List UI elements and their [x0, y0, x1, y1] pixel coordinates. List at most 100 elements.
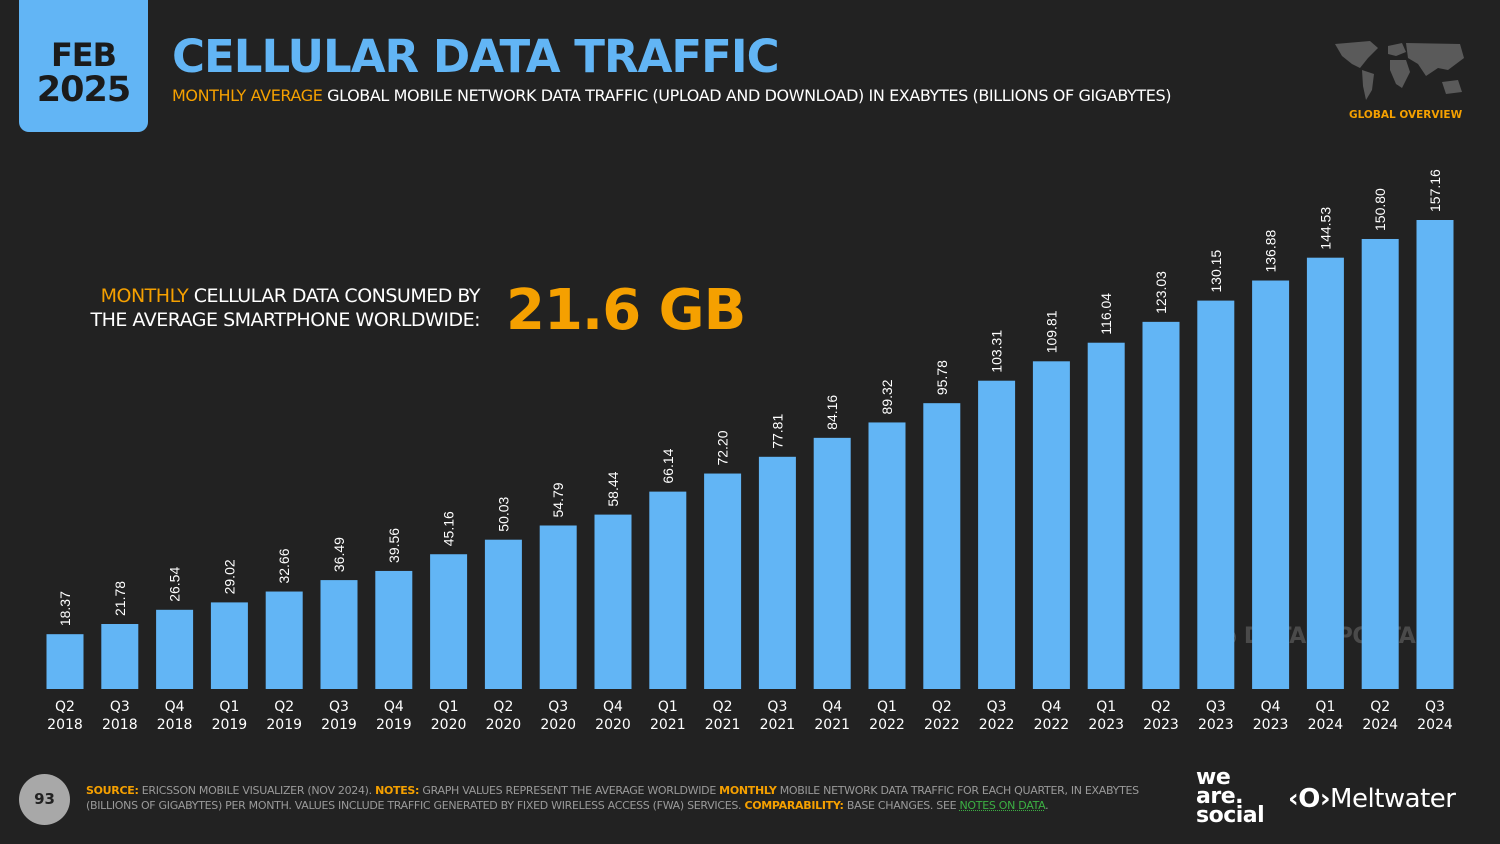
bar	[46, 634, 84, 689]
bar	[1197, 300, 1235, 689]
x-tick-quarter: Q3	[987, 699, 1007, 715]
bar	[156, 609, 194, 689]
x-tick-quarter: Q4	[1261, 699, 1281, 715]
x-tick-year: 2020	[486, 717, 522, 733]
x-tick-year: 2020	[595, 717, 631, 733]
x-tick-year: 2020	[431, 717, 467, 733]
x-tick-quarter: Q1	[1096, 699, 1116, 715]
x-tick-quarter: Q4	[1041, 699, 1061, 715]
data-label: 123.03	[1153, 271, 1169, 314]
x-tick-year: 2019	[321, 717, 357, 733]
x-tick-year: 2022	[924, 717, 960, 733]
bar	[594, 514, 632, 689]
notes-text-1: GRAPH VALUES REPRESENT THE AVERAGE WORLD…	[419, 784, 720, 797]
data-label: 29.02	[221, 559, 237, 594]
data-label: 77.81	[769, 414, 785, 449]
logo-social: social	[1196, 803, 1265, 828]
comparability-label: COMPARABILITY:	[744, 799, 844, 812]
x-tick-year: 2019	[212, 717, 248, 733]
source-label: SOURCE:	[86, 784, 139, 797]
bar	[210, 602, 248, 689]
callout-line2: THE AVERAGE SMARTPHONE WORLDWIDE:	[90, 309, 480, 331]
x-tick-year: 2020	[540, 717, 576, 733]
logo-are: are.	[1196, 784, 1243, 809]
x-tick-year: 2021	[705, 717, 741, 733]
x-tick-quarter: Q4	[822, 699, 842, 715]
x-tick-quarter: Q4	[165, 699, 185, 715]
footer-end: .	[1045, 799, 1049, 812]
data-label: 144.53	[1317, 207, 1333, 250]
x-tick-quarter: Q2	[55, 699, 75, 715]
x-tick-quarter: Q3	[1206, 699, 1226, 715]
x-tick-quarter: Q2	[1151, 699, 1171, 715]
data-label: 36.49	[331, 537, 347, 572]
data-label: 32.66	[276, 548, 292, 583]
bar	[1142, 321, 1180, 689]
bar	[1306, 257, 1344, 689]
x-tick-year: 2023	[1253, 717, 1289, 733]
x-tick-year: 2018	[47, 717, 83, 733]
bar	[430, 554, 468, 689]
x-tick-quarter: Q4	[384, 699, 404, 715]
data-label: 84.16	[824, 395, 840, 430]
data-label: 95.78	[934, 360, 950, 395]
data-label: 66.14	[660, 448, 676, 483]
bar	[923, 403, 961, 689]
bar	[1416, 220, 1454, 689]
data-label: 103.31	[989, 330, 1005, 373]
bar	[1252, 280, 1290, 689]
data-label: 21.78	[112, 581, 128, 616]
x-tick-quarter: Q2	[274, 699, 294, 715]
bar	[101, 624, 139, 689]
subtitle-highlight: MONTHLY AVERAGE	[172, 86, 323, 105]
meltwater-text: Meltwater	[1330, 784, 1456, 814]
x-tick-quarter: Q2	[713, 699, 733, 715]
x-tick-year: 2024	[1308, 717, 1344, 733]
footer-notes: SOURCE: ERICSSON MOBILE VISUALIZER (NOV …	[86, 783, 1166, 813]
x-tick-quarter: Q3	[1425, 699, 1445, 715]
bar	[649, 491, 687, 689]
data-label: 45.16	[441, 511, 457, 546]
data-label: 89.32	[879, 379, 895, 414]
x-tick-quarter: Q3	[329, 699, 349, 715]
bar	[265, 591, 303, 689]
notes-highlight: MONTHLY	[719, 784, 777, 797]
callout-label: MONTHLY CELLULAR DATA CONSUMED BY THE AV…	[90, 284, 480, 332]
x-tick-quarter: Q3	[548, 699, 568, 715]
data-label: 136.88	[1263, 229, 1279, 272]
x-tick-year: 2024	[1362, 717, 1398, 733]
x-tick-year: 2023	[1198, 717, 1234, 733]
bar	[1032, 361, 1070, 689]
meltwater-logo: ‹O›Meltwater	[1288, 784, 1456, 814]
notes-text-2: MOBILE NETWORK DATA TRAFFIC FOR EACH QUA…	[86, 784, 1139, 812]
callout-highlight: MONTHLY	[100, 285, 189, 307]
bar	[375, 570, 413, 689]
world-map-icon	[1335, 41, 1464, 100]
bar	[868, 422, 906, 689]
bar	[1361, 238, 1399, 689]
x-tick-quarter: Q1	[1315, 699, 1335, 715]
data-label: 39.56	[386, 528, 402, 563]
x-tick-quarter: Q3	[767, 699, 787, 715]
bar	[813, 437, 851, 689]
x-tick-year: 2021	[814, 717, 850, 733]
bar	[1087, 342, 1125, 689]
x-tick-year: 2022	[979, 717, 1015, 733]
bar	[320, 580, 358, 689]
x-tick-year: 2018	[157, 717, 193, 733]
x-tick-year: 2022	[869, 717, 905, 733]
page-subtitle: MONTHLY AVERAGE GLOBAL MOBILE NETWORK DA…	[172, 86, 1172, 105]
x-tick-year: 2018	[102, 717, 138, 733]
x-tick-year: 2019	[266, 717, 302, 733]
x-tick-quarter: Q2	[1370, 699, 1390, 715]
x-tick-quarter: Q1	[219, 699, 239, 715]
notes-on-data-link[interactable]: NOTES ON DATA	[959, 799, 1046, 812]
x-tick-year: 2024	[1417, 717, 1453, 733]
source-text: ERICSSON MOBILE VISUALIZER (NOV 2024).	[138, 784, 376, 797]
bar	[484, 539, 522, 689]
data-label: 157.16	[1427, 169, 1443, 212]
x-tick-quarter: Q3	[110, 699, 130, 715]
data-label: 72.20	[715, 430, 731, 465]
bar	[704, 473, 742, 689]
